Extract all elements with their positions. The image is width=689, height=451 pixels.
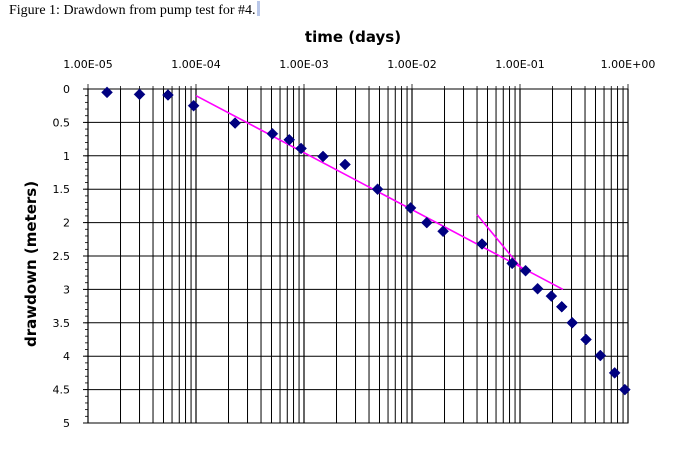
x-tick-label: 1.00E-02 <box>387 58 436 71</box>
data-point <box>101 86 113 99</box>
x-tick-label: 1.00E-03 <box>279 58 328 71</box>
data-point <box>187 99 200 112</box>
y-tick-label: 3 <box>63 283 70 296</box>
y-tick-label: 2 <box>63 217 70 230</box>
y-tick-label: 0 <box>63 83 70 96</box>
grid-lines <box>87 88 629 424</box>
axis-ticks: 1.00E-05 1.00E-04 1.00E-03 1.00E-02 1.00E-01… <box>53 58 656 430</box>
data-point <box>519 264 532 277</box>
data-point <box>580 333 592 346</box>
y-tick-label: 0.5 <box>53 116 71 129</box>
data-point <box>506 257 519 270</box>
data-point <box>339 158 351 171</box>
data-point <box>266 127 279 140</box>
data-point <box>283 133 296 146</box>
data-points <box>101 86 631 396</box>
data-point <box>476 238 488 250</box>
data-point <box>133 88 146 101</box>
y-tick-label: 3.5 <box>53 317 71 330</box>
figure-caption: Figure 1: Drawdown from pump test for #4… <box>9 1 260 19</box>
y-tick-label: 1.5 <box>53 183 71 196</box>
data-point <box>545 290 558 302</box>
y-tick-label: 4.5 <box>53 384 71 397</box>
data-point <box>566 316 579 329</box>
x-tick-label: 1.00E-01 <box>495 58 544 71</box>
y-tick-label: 2.5 <box>53 250 71 263</box>
data-point <box>162 89 174 101</box>
data-point <box>404 202 417 214</box>
x-axis-title: time (days) <box>305 28 401 46</box>
data-point <box>437 225 449 238</box>
data-point <box>295 142 307 155</box>
y-axis-title: drawdown (meters) <box>22 181 40 347</box>
y-tick-label: 4 <box>63 350 70 363</box>
caption-text: Figure 1: Drawdown from pump test for #4… <box>9 3 256 18</box>
data-point <box>555 300 568 313</box>
y-tick-label: 5 <box>63 417 70 430</box>
data-point <box>420 216 433 229</box>
data-point <box>531 282 544 295</box>
text-cursor <box>256 1 260 16</box>
x-tick-label: 1.00E-05 <box>63 58 112 71</box>
data-point <box>618 383 631 396</box>
data-point <box>608 367 621 379</box>
y-tick-label: 1 <box>63 150 70 163</box>
data-point <box>594 349 607 362</box>
data-point <box>371 183 384 196</box>
data-point <box>229 117 241 129</box>
x-tick-label: 1.00E+00 <box>601 58 656 71</box>
x-tick-label: 1.00E-04 <box>171 58 220 71</box>
data-point <box>317 150 329 163</box>
